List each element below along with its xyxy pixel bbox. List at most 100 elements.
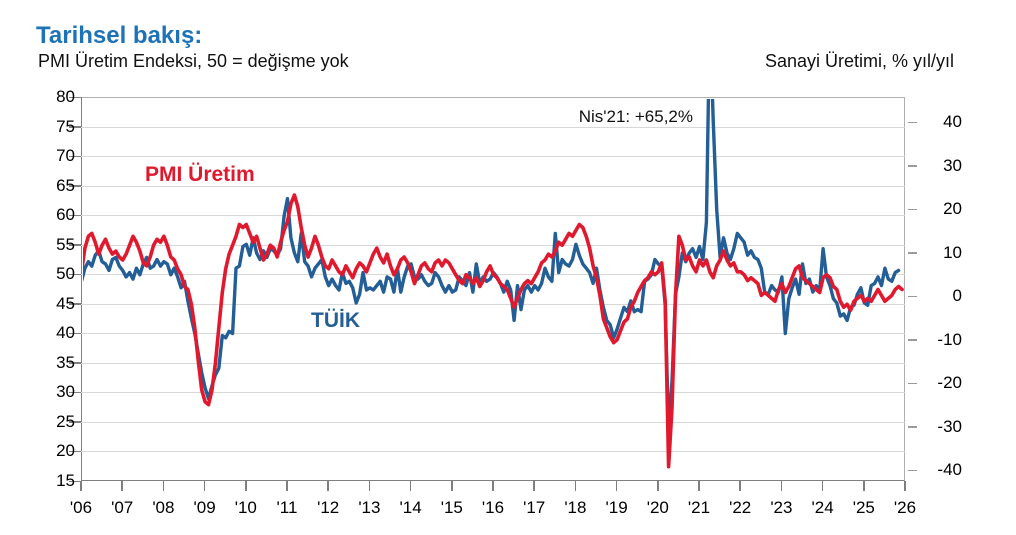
left-axis-title: PMI Üretim Endeksi, 50 = değişme yok [38, 51, 349, 71]
y-right-tick [908, 121, 917, 123]
x-tick [780, 481, 783, 491]
y-left-tick-label: 65 [56, 175, 75, 195]
peak-annotation: Nis'21: +65,2% [578, 107, 693, 126]
x-tick [492, 481, 494, 491]
x-tick [574, 481, 577, 491]
x-tick-label: '20 [646, 498, 669, 517]
y-right-tick-label: -40 [937, 460, 962, 479]
x-tick [739, 481, 741, 491]
gridline [81, 156, 905, 158]
y-left-tick-label: 80 [56, 87, 75, 106]
y-left-tick [69, 126, 81, 128]
y-left-tick [69, 96, 81, 98]
x-tick-label: '23 [770, 498, 793, 517]
y-left-tick-label: 40 [56, 323, 75, 343]
x-tick [368, 481, 371, 491]
y-left-tick [69, 214, 81, 217]
y-right-tick-label: -20 [937, 373, 962, 392]
x-tick-label: '16 [481, 498, 505, 517]
gridline [81, 451, 905, 453]
plot-area [81, 97, 905, 481]
y-right-tick-label: 40 [943, 112, 962, 131]
x-tick-label: '22 [729, 498, 752, 517]
gridline [81, 244, 905, 246]
x-tick [698, 481, 700, 491]
y-right-tick-label: 20 [943, 199, 962, 218]
y-left-tick-label: 55 [56, 234, 75, 254]
x-tick-label: '17 [523, 498, 546, 517]
y-left-tick-label: 15 [56, 471, 75, 490]
gridline [81, 215, 905, 217]
y-right-tick-label: 30 [943, 155, 962, 175]
x-tick [286, 481, 288, 491]
y-right-tick-label: 10 [943, 242, 962, 262]
x-tick [863, 481, 865, 491]
tuik-series-line [82, 98, 900, 431]
gridline [81, 303, 905, 305]
y-right-tick [908, 426, 917, 428]
x-tick-label: '10 [234, 498, 257, 517]
x-tick-label: '21 [687, 498, 711, 517]
y-left-tick [69, 185, 81, 187]
x-tick-label: '14 [399, 498, 422, 517]
y-left-tick [69, 421, 81, 423]
y-right-tick [908, 469, 917, 471]
y-left-tick-label: 35 [56, 352, 75, 372]
x-tick-label: '06 [69, 498, 93, 517]
y-left-tick [69, 362, 81, 364]
y-left-tick [69, 303, 81, 305]
x-tick-label: '26 [893, 498, 917, 517]
x-tick-label: '08 [152, 498, 175, 517]
gridline [81, 126, 905, 128]
x-tick [203, 481, 206, 491]
x-tick-label: '18 [564, 498, 587, 517]
x-tick-label: '15 [440, 498, 463, 517]
y-left-tick-label: 20 [56, 441, 75, 461]
gridline [81, 392, 905, 394]
x-tick [409, 481, 412, 491]
x-tick-label: '11 [276, 498, 298, 517]
y-right-tick [908, 165, 917, 167]
x-tick [245, 481, 247, 491]
y-right-tick [908, 382, 917, 384]
y-right-tick-label: 0 [952, 286, 962, 305]
x-tick [80, 481, 82, 491]
pmi-series-label: PMI Üretim [145, 163, 255, 186]
y-left-tick [69, 273, 81, 276]
y-left-tick [69, 480, 81, 482]
tuik-series-label: TÜİK [311, 309, 360, 332]
y-right-tick [908, 339, 917, 341]
chart-title: Tarihsel bakış: [36, 22, 203, 49]
x-tick [615, 481, 618, 491]
gridline [81, 362, 905, 364]
x-tick-label: '24 [811, 498, 834, 517]
x-tick [121, 481, 123, 491]
y-right-tick-label: -10 [937, 329, 962, 349]
y-left-tick [69, 155, 81, 158]
x-tick [533, 481, 535, 491]
x-tick-label: '13 [358, 498, 381, 517]
y-left-tick-label: 45 [56, 293, 75, 313]
gridline [81, 333, 905, 335]
y-left-tick [69, 391, 81, 394]
x-tick [327, 481, 329, 491]
right-axis-title: Sanayi Üretimi, % yıl/yıl [764, 51, 954, 71]
y-right-tick [908, 295, 917, 297]
x-tick-label: '07 [111, 498, 134, 517]
y-left-tick-label: 75 [56, 116, 75, 136]
x-tick [162, 481, 165, 491]
x-tick-label: '19 [605, 498, 628, 517]
y-right-tick-label: -30 [937, 416, 962, 436]
x-tick-label: '25 [852, 498, 875, 517]
gridline [81, 185, 905, 187]
y-left-tick [69, 244, 81, 246]
x-tick [451, 481, 453, 491]
y-left-tick-label: 70 [56, 146, 75, 166]
x-tick-label: '09 [193, 498, 216, 517]
x-tick-label: '12 [317, 498, 340, 517]
y-left-tick-label: 60 [56, 205, 75, 225]
x-tick [657, 481, 659, 491]
y-left-tick-label: 50 [56, 264, 75, 284]
pmi-series-line [82, 192, 904, 468]
